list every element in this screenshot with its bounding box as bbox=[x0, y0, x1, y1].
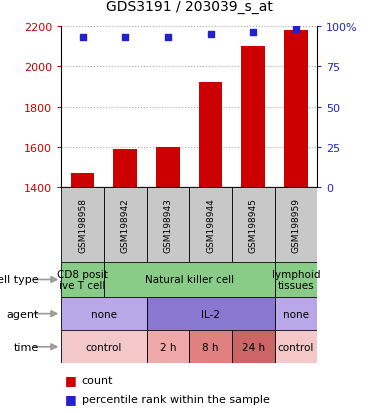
Text: control: control bbox=[86, 342, 122, 352]
Bar bbox=[61, 297, 147, 330]
Point bbox=[122, 35, 128, 41]
Text: GSM198943: GSM198943 bbox=[163, 198, 173, 252]
Bar bbox=[61, 330, 147, 363]
Bar bbox=[199, 83, 222, 188]
Bar bbox=[104, 188, 147, 262]
Text: percentile rank within the sample: percentile rank within the sample bbox=[82, 394, 269, 404]
Text: time: time bbox=[14, 342, 39, 352]
Text: 8 h: 8 h bbox=[202, 342, 219, 352]
Bar bbox=[275, 297, 317, 330]
Bar bbox=[275, 330, 317, 363]
Point bbox=[250, 30, 256, 37]
Bar bbox=[147, 297, 275, 330]
Text: 2 h: 2 h bbox=[160, 342, 176, 352]
Bar bbox=[147, 188, 189, 262]
Text: agent: agent bbox=[7, 309, 39, 319]
Point bbox=[79, 35, 85, 41]
Text: none: none bbox=[283, 309, 309, 319]
Bar bbox=[156, 147, 180, 188]
Bar bbox=[232, 188, 275, 262]
Bar bbox=[71, 174, 94, 188]
Text: count: count bbox=[82, 375, 113, 385]
Text: 24 h: 24 h bbox=[242, 342, 265, 352]
Text: GSM198945: GSM198945 bbox=[249, 198, 258, 252]
Text: cell type: cell type bbox=[0, 275, 39, 285]
Bar bbox=[61, 188, 104, 262]
Point bbox=[207, 32, 213, 38]
Bar bbox=[189, 330, 232, 363]
Bar bbox=[189, 188, 232, 262]
Bar bbox=[147, 330, 189, 363]
Bar bbox=[242, 47, 265, 188]
Bar bbox=[275, 262, 317, 297]
Point bbox=[293, 27, 299, 33]
Text: Natural killer cell: Natural killer cell bbox=[145, 275, 234, 285]
Text: none: none bbox=[91, 309, 117, 319]
Text: GSM198942: GSM198942 bbox=[121, 198, 130, 252]
Bar bbox=[114, 150, 137, 188]
Text: CD8 posit
ive T cell: CD8 posit ive T cell bbox=[57, 269, 108, 291]
Text: GSM198944: GSM198944 bbox=[206, 198, 215, 252]
Text: ■: ■ bbox=[65, 392, 77, 405]
Bar bbox=[61, 262, 104, 297]
Text: lymphoid
tissues: lymphoid tissues bbox=[272, 269, 320, 291]
Text: ■: ■ bbox=[65, 373, 77, 387]
Bar bbox=[275, 188, 317, 262]
Text: GSM198958: GSM198958 bbox=[78, 198, 87, 252]
Point bbox=[165, 35, 171, 41]
Bar bbox=[104, 262, 275, 297]
Bar bbox=[284, 31, 308, 188]
Text: GDS3191 / 203039_s_at: GDS3191 / 203039_s_at bbox=[106, 0, 273, 14]
Text: GSM198959: GSM198959 bbox=[291, 198, 301, 252]
Bar bbox=[232, 330, 275, 363]
Text: IL-2: IL-2 bbox=[201, 309, 220, 319]
Text: control: control bbox=[278, 342, 314, 352]
